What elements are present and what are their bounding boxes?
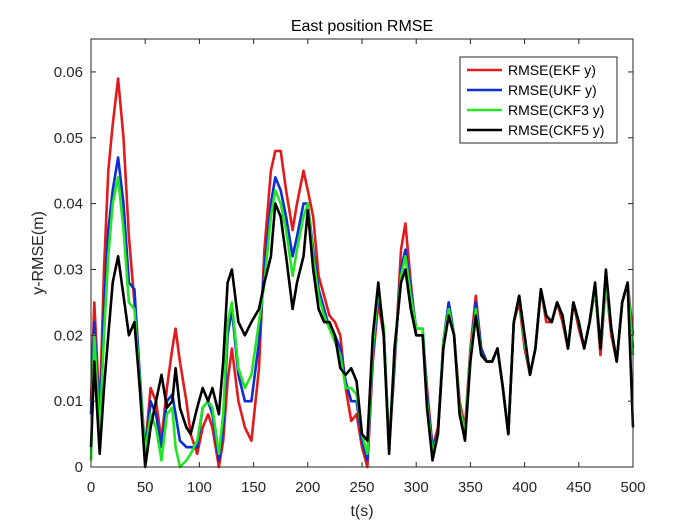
x-tick-label: 300	[404, 479, 429, 496]
y-tick-label: 0.02	[54, 327, 83, 344]
y-tick-label: 0.05	[54, 130, 83, 147]
y-tick-label: 0.04	[54, 196, 83, 213]
y-axis: 0 0.01 0.02 0.03 0.04 0.05 0.06	[54, 64, 633, 476]
y-tick-label: 0.01	[54, 393, 83, 410]
x-tick-label: 100	[187, 479, 212, 496]
x-tick-label: 400	[512, 479, 537, 496]
x-tick-label: 350	[458, 479, 483, 496]
y-tick-label: 0	[75, 459, 83, 476]
y-tick-label: 0.03	[54, 261, 83, 278]
y-tick-label: 0.06	[54, 64, 83, 81]
y-axis-label: y-RMSE(m)	[30, 211, 47, 295]
legend: RMSE(EKF y) RMSE(UKF y) RMSE(CKF3 y) RMSE(C…	[459, 56, 618, 144]
x-tick-label: 150	[241, 479, 266, 496]
legend-entry: RMSE(CKF5 y)	[508, 122, 604, 138]
chart-title: East position RMSE	[291, 18, 433, 35]
x-axis: 0 50 100 150 200 250 300 350 400 450 500	[87, 39, 646, 496]
x-axis-label: t(s)	[350, 503, 373, 520]
x-tick-label: 50	[137, 479, 154, 496]
x-tick-label: 450	[566, 479, 591, 496]
x-tick-label: 0	[87, 479, 95, 496]
legend-entry: RMSE(CKF3 y)	[508, 102, 604, 118]
x-tick-label: 200	[295, 479, 320, 496]
legend-entry: RMSE(UKF y)	[508, 82, 597, 98]
x-tick-label: 500	[620, 479, 645, 496]
x-tick-label: 250	[349, 479, 374, 496]
legend-entry: RMSE(EKF y)	[508, 62, 596, 78]
legend-box	[459, 56, 618, 144]
series-line-4	[89, 202, 635, 469]
series-lines	[89, 77, 635, 469]
